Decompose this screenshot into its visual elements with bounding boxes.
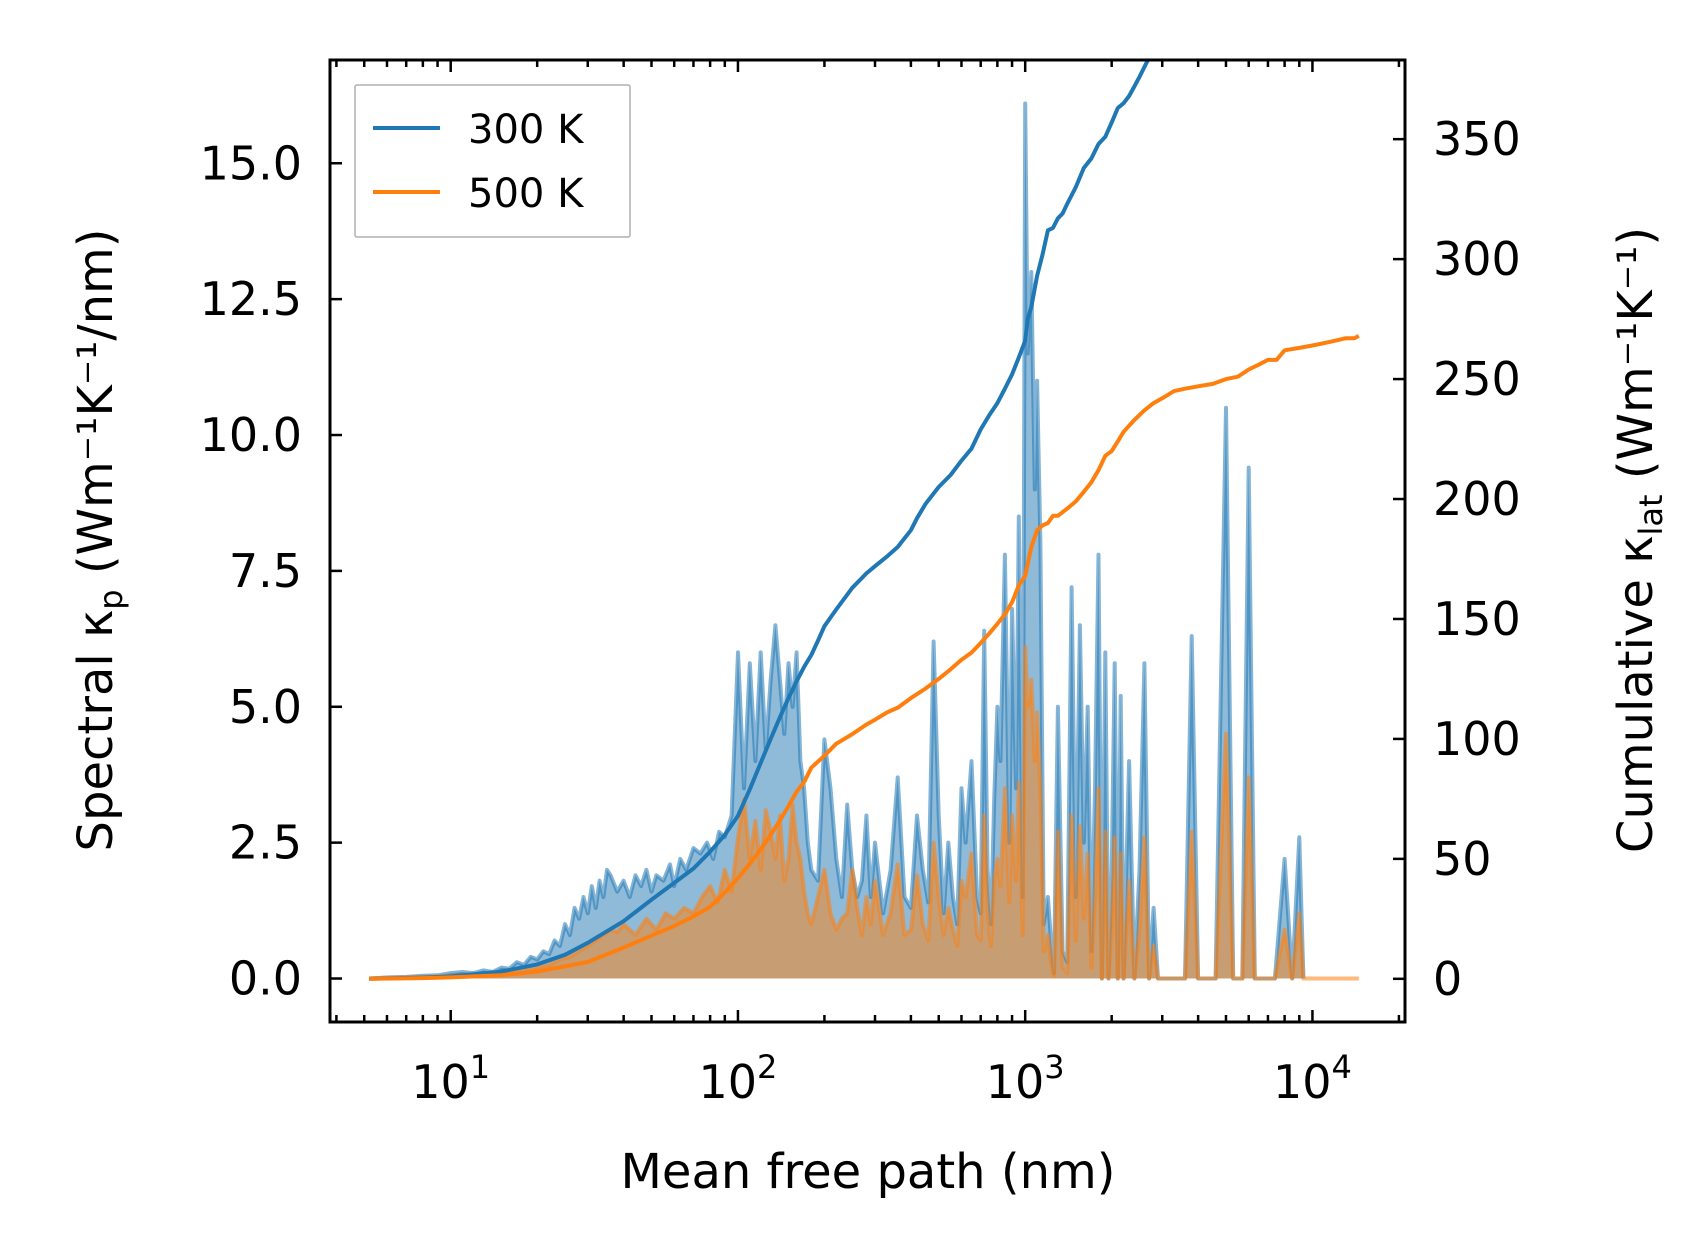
y-right-title-sub: lat bbox=[1632, 495, 1670, 536]
x-tick-label: 101 bbox=[411, 1048, 490, 1109]
spectral-300k-area bbox=[368, 101, 1306, 981]
x-tick-label: 103 bbox=[986, 1048, 1065, 1109]
x-tick-label: 104 bbox=[1273, 1048, 1352, 1109]
y-left-title-unit: (Wm⁻¹K⁻¹/nm) bbox=[68, 229, 124, 590]
y-left-tick-label: 2.5 bbox=[229, 816, 302, 870]
spectral-line-300k bbox=[368, 101, 1306, 981]
y-right-tick-label: 300 bbox=[1433, 232, 1521, 286]
x-axis-title: Mean free path (nm) bbox=[621, 1144, 1116, 1200]
y-left-tick-label: 10.0 bbox=[200, 408, 302, 462]
x-tick-base: 10 bbox=[411, 1055, 470, 1109]
legend-box bbox=[354, 84, 631, 238]
plot-frame bbox=[328, 58, 1407, 1024]
y-right-title-unit: (Wm⁻¹K⁻¹) bbox=[1608, 227, 1664, 495]
y-left-axis-ticks: 0.0 2.5 5.0 7.5 10.0 12.5 15.0 bbox=[200, 136, 342, 1006]
legend: 300 K 500 K bbox=[354, 84, 631, 238]
y-right-tick-label: 200 bbox=[1433, 472, 1521, 526]
y-right-axis-title: Cumulative κlat (Wm⁻¹K⁻¹) bbox=[1608, 227, 1670, 853]
x-tick-label: 102 bbox=[698, 1048, 777, 1109]
spectral-500k-area bbox=[369, 645, 1359, 981]
cumulative-lines bbox=[369, 60, 1360, 981]
y-left-tick-label: 12.5 bbox=[200, 272, 302, 326]
y-right-tick-label: 150 bbox=[1433, 592, 1521, 646]
y-right-tick-label: 50 bbox=[1433, 832, 1492, 886]
x-tick-exponent: 1 bbox=[470, 1048, 490, 1086]
y-right-tick-label: 100 bbox=[1433, 712, 1521, 766]
y-right-tick-label: 250 bbox=[1433, 352, 1521, 406]
x-tick-exponent: 3 bbox=[1044, 1048, 1064, 1086]
cumulative-line-300k bbox=[369, 60, 1151, 981]
x-axis-ticks: 101 102 103 104 bbox=[335, 60, 1401, 1109]
y-right-title-prefix: Cumulative κ bbox=[1608, 536, 1664, 854]
x-tick-base: 10 bbox=[698, 1055, 757, 1109]
y-left-title-sub: p bbox=[92, 589, 130, 609]
y-left-tick-label: 5.0 bbox=[229, 680, 302, 734]
legend-label-300k: 300 K bbox=[468, 107, 585, 153]
y-right-tick-label: 0 bbox=[1433, 952, 1462, 1006]
y-left-tick-label: 15.0 bbox=[200, 136, 302, 190]
x-tick-base: 10 bbox=[986, 1055, 1045, 1109]
y-left-title-prefix: Spectral κ bbox=[68, 610, 124, 852]
y-left-tick-label: 0.0 bbox=[229, 952, 302, 1006]
x-tick-exponent: 4 bbox=[1332, 1048, 1352, 1086]
spectral-line-500k bbox=[369, 645, 1359, 981]
cumulative-line-500k bbox=[369, 334, 1360, 981]
legend-label-500k: 500 K bbox=[468, 171, 585, 217]
y-right-tick-label: 350 bbox=[1433, 112, 1521, 166]
x-tick-base: 10 bbox=[1273, 1055, 1332, 1109]
x-tick-exponent: 2 bbox=[757, 1048, 777, 1086]
y-left-tick-label: 7.5 bbox=[229, 544, 302, 598]
y-right-axis-ticks: 0 50 100 150 200 250 300 350 bbox=[1393, 112, 1521, 1006]
y-left-axis-title: Spectral κp (Wm⁻¹K⁻¹/nm) bbox=[68, 229, 130, 852]
